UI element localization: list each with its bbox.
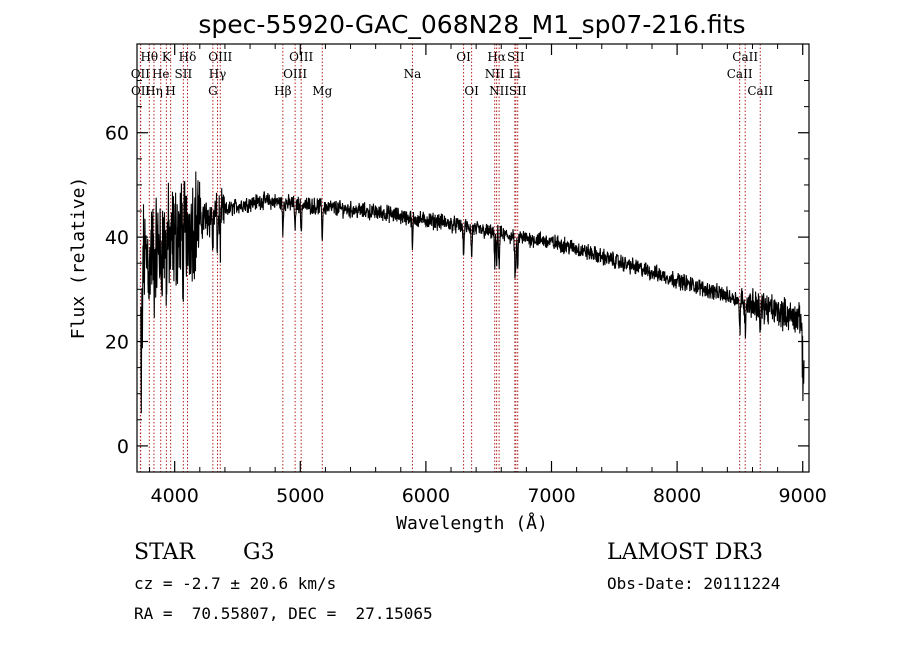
spectral-line-label-27: CaII — [747, 84, 773, 98]
spectral-line-label-7: SII — [174, 67, 192, 81]
spectral-line-label-20: NII — [485, 67, 505, 81]
redshift-velocity: cz = -2.7 ± 20.6 km/s — [134, 574, 337, 593]
spectral-line-label-12: Hβ — [274, 84, 291, 98]
spectral-line-label-26: CaII — [727, 67, 753, 81]
x-tick-label-4000: 4000 — [151, 485, 199, 507]
x-tick-label-9000: 9000 — [779, 485, 827, 507]
spectral-line-label-16: Na — [404, 67, 422, 81]
x-tick-label-7000: 7000 — [527, 485, 575, 507]
spectral-line-markers: Hθ OII OII K He Hη H SII Hδ OIII Hγ G Hβ OIII OIII Mg Na… — [131, 44, 773, 472]
spectral-line-label-25: CaII — [732, 50, 758, 64]
spectral-line-label-22: SII — [507, 50, 525, 64]
spectral-line-label-1: OII — [131, 67, 151, 81]
x-tick-label-5000: 5000 — [276, 485, 324, 507]
spectral-line-label-13: OIII — [283, 67, 307, 81]
spectral-line-label-6: H — [165, 84, 175, 98]
y-tick-label-0: 0 — [117, 436, 129, 458]
spectral-line-label-9: OIII — [208, 50, 232, 64]
axis-ticks: 4000 5000 6000 7000 8000 9000 0 20 40 60 — [105, 44, 827, 507]
spectrum-series — [140, 171, 805, 414]
spectral-line-label-4: He — [152, 67, 170, 81]
chart-title: spec-55920-GAC_068N28_M1_sp07-216.fits — [198, 10, 745, 39]
x-tick-label-6000: 6000 — [402, 485, 450, 507]
x-tick-label-8000: 8000 — [653, 485, 701, 507]
y-tick-label-20: 20 — [105, 332, 129, 354]
spectral-line-label-5: Hη — [145, 84, 163, 98]
spectral-line-label-8: Hδ — [179, 50, 197, 64]
spectral-line-label-3: K — [162, 50, 172, 64]
plot-frame — [136, 43, 810, 473]
x-axis-label: Wavelength (Å) — [396, 512, 548, 534]
y-tick-label-60: 60 — [105, 123, 129, 145]
spectral-line-label-17: OI — [456, 50, 471, 64]
spectral-line-label-10: Hγ — [209, 67, 227, 81]
spectral-line-label-19: Hα — [487, 50, 506, 64]
y-tick-label-40: 40 — [105, 227, 129, 249]
spectral-line-label-21: NII — [489, 84, 509, 98]
spectral-line-label-24: SII — [509, 84, 527, 98]
observation-date: Obs-Date: 20111224 — [607, 574, 781, 593]
spectral-line-label-18: OI — [464, 84, 479, 98]
object-class: STAR — [134, 540, 195, 565]
spectral-line-label-0: Hθ — [140, 50, 158, 64]
y-axis-label: Flux (relative) — [68, 177, 89, 340]
object-subclass: G3 — [243, 540, 275, 565]
spectral-line-label-2: OII — [131, 84, 151, 98]
sky-coordinates: RA = 70.55807, DEC = 27.15065 — [134, 604, 433, 623]
spectral-line-label-23: Li — [509, 67, 521, 81]
spectral-line-label-11: G — [208, 84, 218, 98]
spectral-line-label-15: Mg — [312, 84, 332, 98]
spectral-line-label-14: OIII — [289, 50, 313, 64]
survey-name: LAMOST DR3 — [607, 540, 763, 565]
